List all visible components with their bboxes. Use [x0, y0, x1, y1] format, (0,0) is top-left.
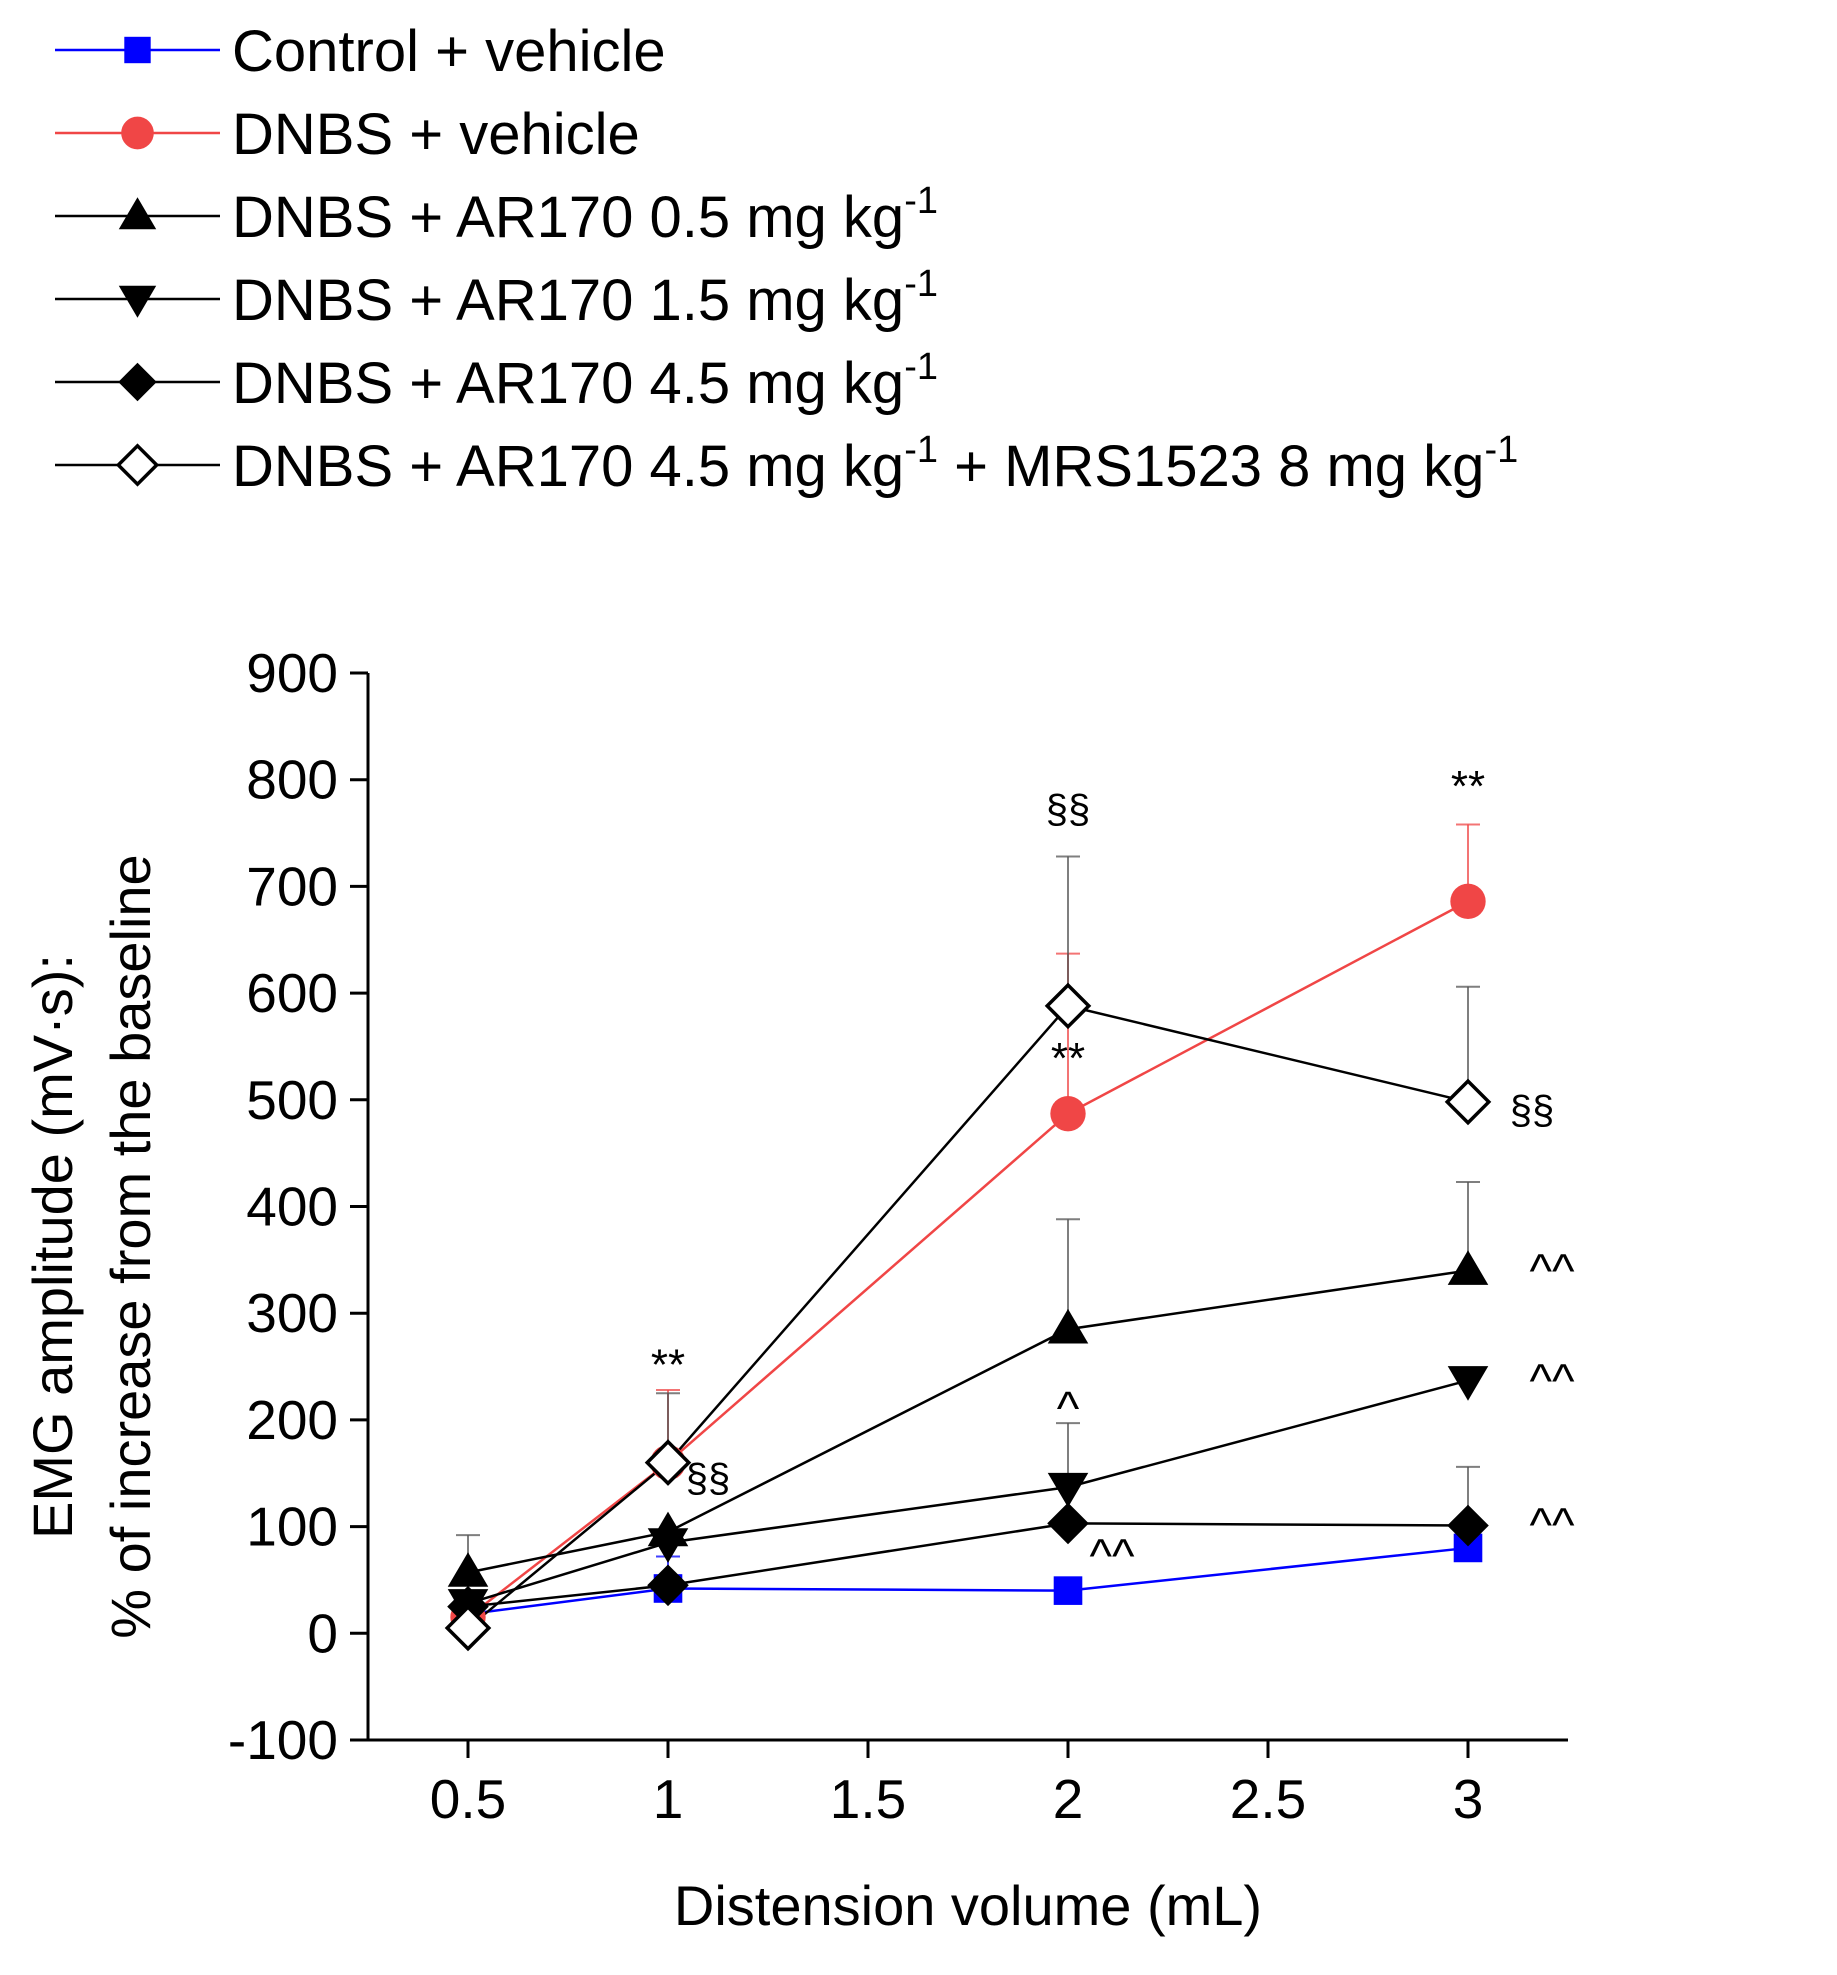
data-point — [447, 1552, 489, 1587]
data-point — [1450, 883, 1486, 920]
x-ticks: 0.5 1 1.5 2 2.5 3 — [430, 1740, 1484, 1830]
y-tick-label: 300 — [246, 1282, 338, 1344]
data-point — [1044, 982, 1092, 1030]
significance-annotation: ** — [651, 1340, 685, 1389]
legend-label: DNBS + vehicle — [232, 102, 640, 167]
series-line — [467, 1379, 1469, 1605]
significance-annotation: ^^ — [1089, 1530, 1135, 1583]
legend-item: DNBS + vehicle — [55, 102, 640, 167]
significance-annotation: ^^ — [1529, 1500, 1575, 1553]
legend-marker — [118, 197, 157, 230]
data-point — [1444, 1078, 1492, 1126]
x-tick-label: 1 — [653, 1768, 684, 1830]
series-lines — [467, 900, 1469, 1629]
y-tick-label: 500 — [246, 1069, 338, 1131]
data-point — [1447, 1366, 1489, 1401]
y-tick-label: 900 — [246, 642, 338, 704]
data-point — [647, 1528, 689, 1563]
legend-label: DNBS + AR170 4.5 mg kg-1 + MRS1523 8 mg … — [232, 429, 1518, 499]
legend-item: DNBS + AR170 0.5 mg kg-1 — [55, 180, 938, 250]
data-point — [1447, 1250, 1489, 1285]
error-bars — [456, 823, 1480, 1589]
series-markers — [444, 883, 1492, 1652]
legend-item: DNBS + AR170 4.5 mg kg-1 — [55, 346, 938, 416]
data-point — [1047, 1308, 1089, 1344]
data-point — [647, 1564, 689, 1607]
significance-annotation: ^^ — [1529, 1246, 1575, 1299]
data-point — [644, 1439, 692, 1486]
x-tick-label: 2 — [1053, 1768, 1084, 1830]
legend-marker — [118, 362, 157, 402]
series-line — [467, 1522, 1469, 1608]
significance-annotation: ** — [1051, 1034, 1085, 1083]
legend-marker — [118, 285, 157, 318]
significance-annotation: §§ — [1510, 1088, 1555, 1132]
annotations: ******§§§§§§^^^^^^^^^ — [651, 762, 1575, 1583]
legend-item: DNBS + AR170 4.5 mg kg-1 + MRS1523 8 mg … — [55, 429, 1518, 499]
series-line — [467, 1269, 1469, 1574]
series-line — [467, 900, 1469, 1619]
y-axis-title-line-1: EMG amplitude (mV·s): — [21, 954, 84, 1539]
y-tick-label: 200 — [246, 1389, 338, 1451]
significance-annotation: §§ — [686, 1456, 731, 1500]
data-point — [444, 1604, 492, 1652]
legend-marker — [115, 443, 160, 487]
legend-label: Control + vehicle — [232, 19, 666, 84]
x-axis-title: Distension volume (mL) — [674, 1874, 1262, 1937]
significance-annotation: §§ — [1046, 787, 1091, 831]
axes: -100 0 100 200 300 400 500 600 700 800 900 0.5 1 1.5… — [228, 642, 1568, 1830]
legend-item: DNBS + AR170 1.5 mg kg-1 — [55, 263, 938, 333]
legend-item: Control + vehicle — [55, 19, 666, 84]
legend: Control + vehicle DNBS + vehicle DNBS + AR… — [55, 19, 1518, 499]
y-tick-label: 800 — [246, 749, 338, 811]
x-tick-label: 1.5 — [830, 1768, 906, 1830]
y-ticks: -100 0 100 200 300 400 500 600 700 800 900 — [228, 642, 368, 1771]
x-tick-label: 0.5 — [430, 1768, 506, 1830]
y-tick-label: 700 — [246, 855, 338, 917]
legend-marker — [121, 116, 154, 150]
data-point — [1047, 1502, 1089, 1545]
legend-label: DNBS + AR170 0.5 mg kg-1 — [232, 180, 938, 250]
data-point — [1047, 1472, 1089, 1508]
legend-marker — [124, 36, 151, 64]
y-tick-label: 100 — [246, 1496, 338, 1558]
y-tick-label: 400 — [246, 1176, 338, 1238]
data-point — [1447, 1504, 1489, 1547]
series-line — [467, 1004, 1469, 1629]
y-tick-label: -100 — [228, 1709, 338, 1771]
x-tick-label: 2.5 — [1230, 1768, 1306, 1830]
significance-annotation: ^ — [1057, 1383, 1080, 1436]
legend-label: DNBS + AR170 1.5 mg kg-1 — [232, 263, 938, 333]
y-axis-title-line-2: % of increase from the baseline — [99, 854, 162, 1638]
y-tick-label: 600 — [246, 962, 338, 1024]
significance-annotation: ** — [1451, 762, 1485, 811]
series-line — [467, 1546, 1469, 1616]
x-tick-label: 3 — [1453, 1768, 1484, 1830]
y-tick-label: 0 — [307, 1602, 338, 1664]
data-point — [1050, 1095, 1086, 1132]
data-point — [1053, 1576, 1083, 1605]
legend-label: DNBS + AR170 4.5 mg kg-1 — [232, 346, 938, 416]
significance-annotation: ^^ — [1529, 1355, 1575, 1408]
